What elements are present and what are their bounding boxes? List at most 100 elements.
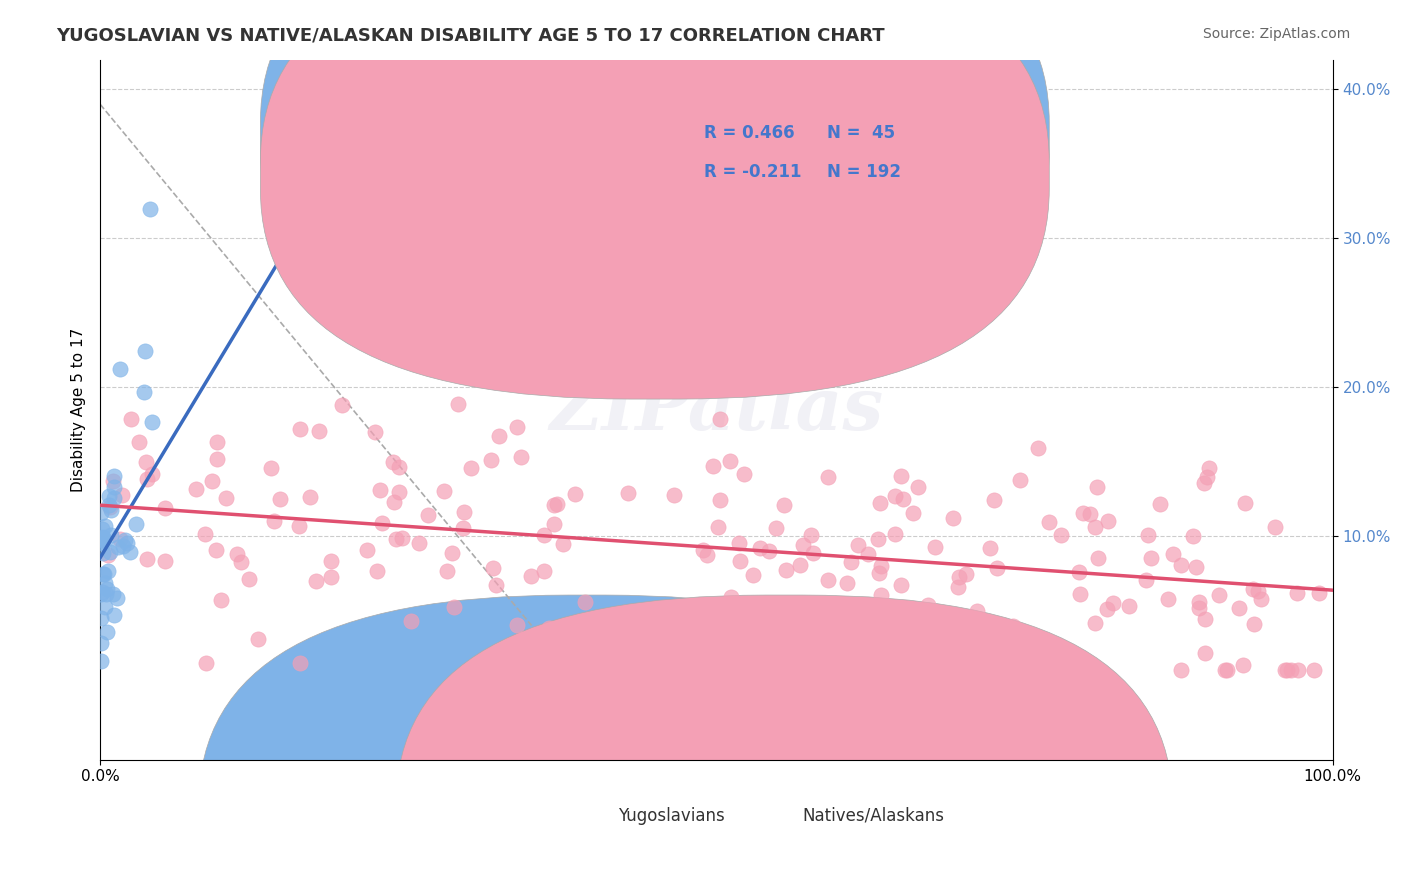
Point	[118, 545, 141, 559]
Point	[856, 547, 879, 561]
Point	[941, 511, 963, 525]
Text: ZIPatlas: ZIPatlas	[550, 374, 883, 445]
Point	[869, 558, 891, 573]
Point	[720, 590, 742, 604]
Point	[1084, 615, 1107, 630]
Point	[520, 569, 543, 583]
Point	[616, 643, 638, 657]
Text: YUGOSLAVIAN VS NATIVE/ALASKAN DISABILITY AGE 5 TO 17 CORRELATION CHART: YUGOSLAVIAN VS NATIVE/ALASKAN DISABILITY…	[56, 27, 884, 45]
Point	[1227, 601, 1250, 615]
Point	[692, 543, 714, 558]
Point	[955, 566, 977, 581]
Point	[319, 570, 342, 584]
Point	[546, 497, 568, 511]
Point	[93, 531, 115, 545]
Point	[388, 485, 411, 500]
Point	[617, 485, 640, 500]
Point	[229, 555, 252, 569]
Point	[880, 601, 903, 615]
Point	[460, 460, 482, 475]
Point	[308, 424, 330, 438]
Point	[1188, 595, 1211, 609]
Y-axis label: Disability Age 5 to 17: Disability Age 5 to 17	[72, 327, 86, 491]
Point	[792, 538, 814, 552]
Point	[603, 625, 626, 640]
Point	[90, 654, 112, 668]
Point	[765, 521, 787, 535]
Text: N =  45: N = 45	[827, 124, 896, 142]
Point	[893, 491, 915, 506]
Point	[205, 451, 228, 466]
Point	[330, 398, 353, 412]
Point	[1069, 565, 1091, 579]
Point	[1078, 507, 1101, 521]
Point	[371, 516, 394, 531]
Point	[90, 611, 112, 625]
Point	[103, 491, 125, 505]
Point	[91, 535, 114, 549]
Point	[1302, 663, 1324, 677]
Point	[115, 536, 138, 550]
Point	[114, 533, 136, 548]
Point	[837, 576, 859, 591]
Point	[141, 416, 163, 430]
Point	[801, 546, 824, 560]
Point	[1198, 461, 1220, 475]
Point	[890, 468, 912, 483]
Point	[298, 490, 321, 504]
Point	[128, 434, 150, 449]
Point	[574, 595, 596, 609]
Point	[453, 505, 475, 519]
Text: R = -0.211: R = -0.211	[704, 162, 801, 180]
Point	[800, 528, 823, 542]
Point	[1234, 496, 1257, 510]
Point	[111, 539, 134, 553]
Point	[111, 488, 134, 502]
Point	[1213, 663, 1236, 677]
Point	[1264, 520, 1286, 534]
Point	[868, 566, 890, 580]
Point	[91, 533, 114, 548]
Point	[385, 533, 408, 547]
Point	[565, 617, 588, 632]
Point	[479, 452, 502, 467]
Point	[506, 420, 529, 434]
Point	[90, 587, 112, 601]
Point	[1194, 646, 1216, 660]
Point	[94, 587, 117, 601]
Point	[1232, 657, 1254, 672]
Point	[884, 489, 907, 503]
Point	[94, 599, 117, 614]
Point	[1163, 547, 1185, 561]
Point	[134, 343, 156, 358]
Point	[1008, 473, 1031, 487]
Point	[366, 564, 388, 578]
Point	[91, 522, 114, 536]
Point	[436, 564, 458, 578]
Point	[948, 569, 970, 583]
Point	[416, 508, 439, 523]
Point	[898, 601, 921, 615]
Point	[90, 506, 112, 520]
Point	[946, 580, 969, 594]
Point	[263, 514, 285, 528]
Point	[120, 412, 142, 426]
Point	[184, 482, 207, 496]
Point	[408, 536, 430, 550]
Point	[1241, 582, 1264, 596]
Point	[754, 653, 776, 667]
Point	[1250, 591, 1272, 606]
Point	[1308, 586, 1330, 600]
Point	[953, 613, 976, 627]
Point	[108, 361, 131, 376]
Point	[269, 491, 291, 506]
Point	[789, 558, 811, 573]
Point	[94, 519, 117, 533]
Point	[955, 619, 977, 633]
Point	[124, 516, 146, 531]
Point	[1095, 601, 1118, 615]
Point	[215, 491, 238, 506]
Point	[733, 467, 755, 481]
Point	[1085, 479, 1108, 493]
Point	[91, 532, 114, 546]
